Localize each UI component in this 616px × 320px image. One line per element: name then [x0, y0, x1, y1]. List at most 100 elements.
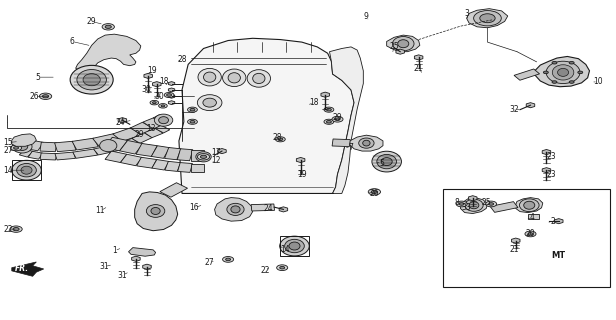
Circle shape — [200, 155, 206, 158]
Text: 17: 17 — [211, 148, 221, 156]
Circle shape — [335, 118, 340, 121]
Text: 3: 3 — [464, 9, 469, 18]
Circle shape — [10, 226, 22, 232]
Polygon shape — [120, 140, 143, 154]
Polygon shape — [12, 262, 44, 276]
Ellipse shape — [557, 68, 569, 76]
Text: 9: 9 — [364, 12, 369, 21]
Ellipse shape — [196, 152, 211, 162]
Text: 23: 23 — [546, 170, 556, 179]
Circle shape — [459, 203, 464, 205]
Polygon shape — [460, 197, 487, 213]
Text: 2: 2 — [550, 217, 555, 226]
Ellipse shape — [151, 207, 160, 214]
Circle shape — [543, 71, 548, 74]
Polygon shape — [387, 35, 420, 52]
Circle shape — [197, 154, 209, 160]
Polygon shape — [168, 82, 175, 85]
Polygon shape — [129, 248, 156, 256]
Circle shape — [187, 107, 197, 112]
Ellipse shape — [247, 70, 270, 87]
Circle shape — [102, 24, 115, 30]
Text: MT: MT — [551, 251, 565, 260]
Polygon shape — [153, 115, 171, 124]
Circle shape — [456, 201, 467, 207]
Polygon shape — [28, 151, 43, 159]
Polygon shape — [143, 118, 164, 129]
Polygon shape — [330, 47, 363, 194]
Ellipse shape — [77, 69, 107, 90]
Polygon shape — [168, 101, 175, 105]
Polygon shape — [132, 133, 152, 143]
Polygon shape — [130, 122, 154, 135]
Text: 24: 24 — [263, 204, 273, 213]
Polygon shape — [153, 82, 161, 87]
Text: 26: 26 — [30, 92, 39, 101]
Polygon shape — [396, 49, 405, 54]
Text: 6: 6 — [70, 37, 75, 46]
Polygon shape — [105, 151, 127, 163]
Polygon shape — [55, 152, 75, 160]
Polygon shape — [72, 138, 99, 150]
Polygon shape — [120, 154, 142, 166]
Polygon shape — [40, 153, 57, 160]
Circle shape — [371, 190, 378, 194]
Circle shape — [225, 258, 230, 261]
Text: 30: 30 — [142, 85, 152, 94]
Ellipse shape — [83, 74, 100, 86]
Text: 21: 21 — [509, 245, 519, 254]
Polygon shape — [179, 38, 354, 194]
Ellipse shape — [359, 138, 374, 148]
Circle shape — [105, 25, 111, 28]
Ellipse shape — [12, 160, 41, 180]
Text: 25: 25 — [482, 197, 491, 206]
Polygon shape — [251, 204, 275, 211]
Circle shape — [167, 94, 172, 96]
Polygon shape — [490, 202, 518, 212]
Polygon shape — [144, 128, 163, 138]
Text: 29: 29 — [87, 17, 97, 26]
Circle shape — [326, 108, 331, 111]
Polygon shape — [152, 160, 169, 170]
Polygon shape — [296, 157, 305, 163]
Circle shape — [222, 257, 233, 262]
Polygon shape — [55, 141, 76, 152]
Circle shape — [39, 93, 52, 100]
Text: 5: 5 — [379, 159, 384, 168]
Polygon shape — [468, 196, 477, 201]
Circle shape — [150, 100, 159, 105]
Polygon shape — [136, 143, 157, 156]
Circle shape — [153, 102, 156, 104]
Text: 10: 10 — [593, 77, 603, 86]
Polygon shape — [214, 197, 253, 221]
Polygon shape — [19, 149, 33, 157]
Circle shape — [324, 119, 334, 124]
Ellipse shape — [155, 114, 172, 126]
Text: 16: 16 — [190, 203, 199, 212]
Ellipse shape — [372, 151, 402, 172]
Polygon shape — [143, 264, 152, 269]
Ellipse shape — [469, 202, 479, 209]
Ellipse shape — [377, 155, 397, 169]
Polygon shape — [27, 140, 44, 151]
Text: 13: 13 — [147, 124, 156, 132]
Ellipse shape — [363, 140, 370, 146]
Text: 8: 8 — [455, 197, 459, 206]
Ellipse shape — [524, 201, 535, 209]
Ellipse shape — [222, 69, 246, 87]
Ellipse shape — [159, 117, 169, 124]
Polygon shape — [514, 69, 540, 80]
Text: 27: 27 — [3, 146, 13, 155]
Polygon shape — [542, 168, 551, 173]
Polygon shape — [152, 146, 170, 158]
Text: 28: 28 — [178, 55, 187, 64]
Circle shape — [324, 107, 334, 112]
Polygon shape — [164, 148, 181, 160]
Text: 19: 19 — [148, 66, 157, 75]
Text: 26: 26 — [370, 189, 379, 198]
Circle shape — [13, 228, 19, 231]
Circle shape — [368, 189, 381, 195]
Circle shape — [43, 95, 49, 98]
Text: 29: 29 — [134, 130, 144, 139]
Circle shape — [10, 145, 22, 151]
